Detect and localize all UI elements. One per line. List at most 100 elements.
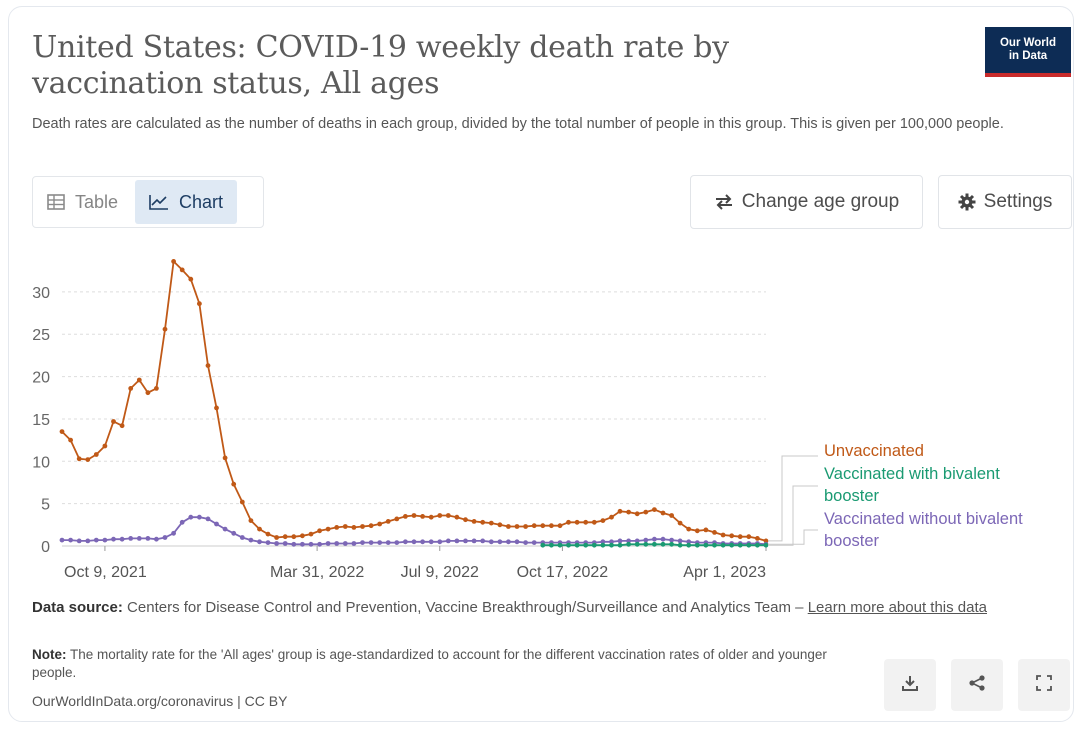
data-point: [643, 509, 649, 515]
data-point: [136, 377, 142, 383]
data-point: [643, 541, 649, 547]
data-point: [574, 519, 580, 525]
data-point: [76, 456, 82, 462]
x-tick-label: Jul 9, 2022: [401, 564, 479, 581]
chart-card: [8, 6, 1074, 722]
data-point: [360, 524, 365, 529]
x-tick-label: Oct 9, 2021: [64, 564, 147, 581]
data-point: [197, 514, 202, 520]
owid-logo[interactable]: Our World in Data: [985, 27, 1071, 77]
data-point: [265, 540, 271, 545]
data-point: [248, 518, 254, 523]
data-point: [549, 523, 554, 529]
data-point: [128, 536, 134, 541]
y-tick-label: 20: [32, 370, 50, 387]
data-point: [154, 386, 159, 391]
data-point: [420, 539, 425, 545]
legend-label: booster: [824, 532, 880, 550]
data-point: [128, 386, 134, 391]
logo-line-2: in Data: [1008, 50, 1048, 62]
data-point: [145, 390, 151, 396]
data-point: [703, 542, 709, 548]
data-point: [85, 538, 91, 544]
data-point: [454, 538, 460, 544]
tab-table[interactable]: Table: [33, 177, 132, 227]
data-point: [93, 452, 99, 457]
data-point: [145, 536, 151, 541]
fullscreen-button[interactable]: [1018, 659, 1070, 711]
data-point: [677, 542, 683, 548]
data-point: [205, 363, 211, 368]
learn-more-link[interactable]: Learn more about this data: [807, 599, 987, 616]
settings-label: Settings: [983, 191, 1053, 212]
data-point: [540, 542, 546, 548]
data-point: [583, 519, 589, 525]
data-point: [600, 542, 606, 548]
data-point: [609, 542, 614, 548]
data-point: [506, 539, 511, 545]
data-point: [385, 540, 391, 545]
data-point: [626, 538, 631, 544]
data-point: [317, 528, 322, 534]
data-point: [480, 519, 486, 525]
data-point: [411, 513, 417, 518]
data-point: [600, 518, 606, 523]
data-point: [248, 537, 254, 543]
data-point: [136, 536, 142, 541]
legend-label: booster: [824, 487, 880, 505]
legend-label: Unvaccinated: [824, 442, 924, 460]
logo-line-1: Our World: [999, 37, 1056, 49]
data-point: [480, 538, 486, 544]
share-button[interactable]: [951, 659, 1003, 711]
data-point: [257, 539, 262, 545]
data-point: [317, 541, 322, 547]
data-point: [523, 524, 528, 529]
data-point: [403, 539, 408, 545]
data-point: [634, 511, 640, 517]
data-point: [755, 536, 760, 541]
data-point: [729, 542, 735, 548]
data-source: Data source: Centers for Disease Control…: [32, 597, 1022, 618]
data-point: [274, 535, 279, 540]
data-point: [677, 538, 683, 544]
data-point: [617, 542, 623, 548]
data-point: [763, 542, 769, 548]
chart-subtitle: Death rates are calculated as the number…: [32, 116, 1004, 132]
data-point: [729, 533, 735, 539]
data-point: [119, 423, 125, 429]
data-point: [68, 537, 73, 543]
data-point: [59, 537, 65, 543]
data-point: [437, 539, 443, 545]
data-point: [669, 541, 674, 547]
data-point: [566, 542, 571, 548]
source-label: Data source:: [32, 599, 123, 616]
download-button[interactable]: [884, 659, 936, 711]
source-text: Centers for Disease Control and Preventi…: [127, 599, 804, 616]
data-point: [652, 541, 657, 547]
change-age-group-button[interactable]: Change age group: [690, 175, 923, 229]
data-point: [488, 539, 494, 545]
data-point: [154, 536, 159, 542]
data-point: [368, 540, 374, 545]
data-point: [669, 513, 674, 518]
data-point: [437, 513, 443, 518]
data-point: [377, 540, 383, 545]
settings-button[interactable]: Settings: [938, 175, 1072, 229]
data-point: [626, 509, 631, 515]
data-point: [420, 514, 425, 519]
data-point: [686, 526, 692, 532]
tab-chart[interactable]: Chart: [135, 180, 238, 224]
data-point: [694, 528, 700, 534]
data-point: [609, 514, 614, 520]
data-point: [583, 542, 589, 548]
data-point: [626, 541, 631, 547]
data-point: [720, 542, 726, 548]
data-point: [102, 443, 108, 449]
data-point: [377, 521, 383, 527]
fullscreen-icon: [1035, 674, 1053, 697]
data-point: [497, 522, 503, 528]
data-point: [111, 536, 116, 542]
line-chart[interactable]: 0 5 10 15 20 25 30 Oct 9, 2021 Mar 31, 2022 Jul 9…: [0, 0, 1081, 600]
data-point: [428, 539, 434, 545]
data-point: [239, 499, 245, 505]
